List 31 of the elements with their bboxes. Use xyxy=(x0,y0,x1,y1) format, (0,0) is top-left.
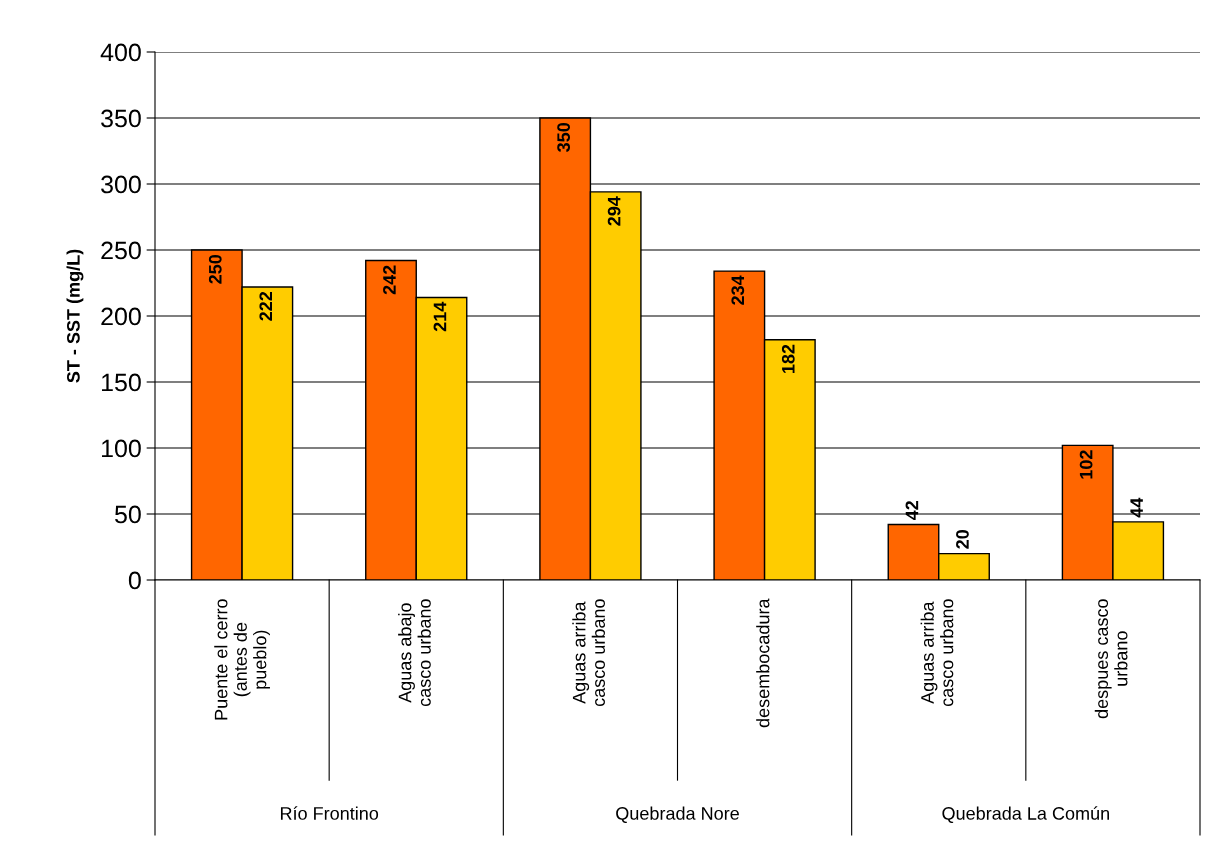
y-tick-label: 350 xyxy=(101,109,141,128)
data-label: 222 xyxy=(259,291,273,321)
text: Quebrada Nore xyxy=(616,806,739,824)
data-label: 214 xyxy=(433,301,447,332)
data-label: 20 xyxy=(956,530,969,549)
y-tick-label: 50 xyxy=(115,505,141,524)
data-label: 102 xyxy=(1079,450,1093,479)
y-tick-label: 0 xyxy=(128,571,141,590)
x-tick-label: Puente el cerro (antes de pueblo) xyxy=(214,599,270,720)
y-tick-label: 400 xyxy=(100,43,141,62)
data-label: 42 xyxy=(905,500,919,521)
data-label: 182 xyxy=(781,344,795,373)
x-tick-label: Aguas arriba casco urbano xyxy=(572,599,605,707)
data-label: 250 xyxy=(208,254,222,284)
text: Río Frontino xyxy=(280,806,379,820)
data-label: 234 xyxy=(731,275,745,305)
text: Quebrada La Común xyxy=(942,806,1109,824)
y-tick-label: 250 xyxy=(101,241,141,260)
x-tick-label: Aguas abajo casco urbano xyxy=(398,599,431,707)
y-tick-label: 150 xyxy=(102,373,141,392)
x-tick-label: desembocadura xyxy=(756,598,770,728)
y-tick-label: 100 xyxy=(102,439,141,458)
data-label: 350 xyxy=(557,122,571,152)
y-tick-label: 300 xyxy=(101,175,141,194)
x-tick-label: Aguas arriba casco urbano xyxy=(920,599,954,707)
y-tick-label: 200 xyxy=(101,307,141,326)
x-tick-label: despues casco urbano xyxy=(1094,599,1128,719)
data-label: 44 xyxy=(1130,497,1143,518)
data-label: 242 xyxy=(383,265,396,295)
y-axis-title: ST - SST (mg/L) xyxy=(66,249,84,383)
data-label: 294 xyxy=(607,196,621,226)
